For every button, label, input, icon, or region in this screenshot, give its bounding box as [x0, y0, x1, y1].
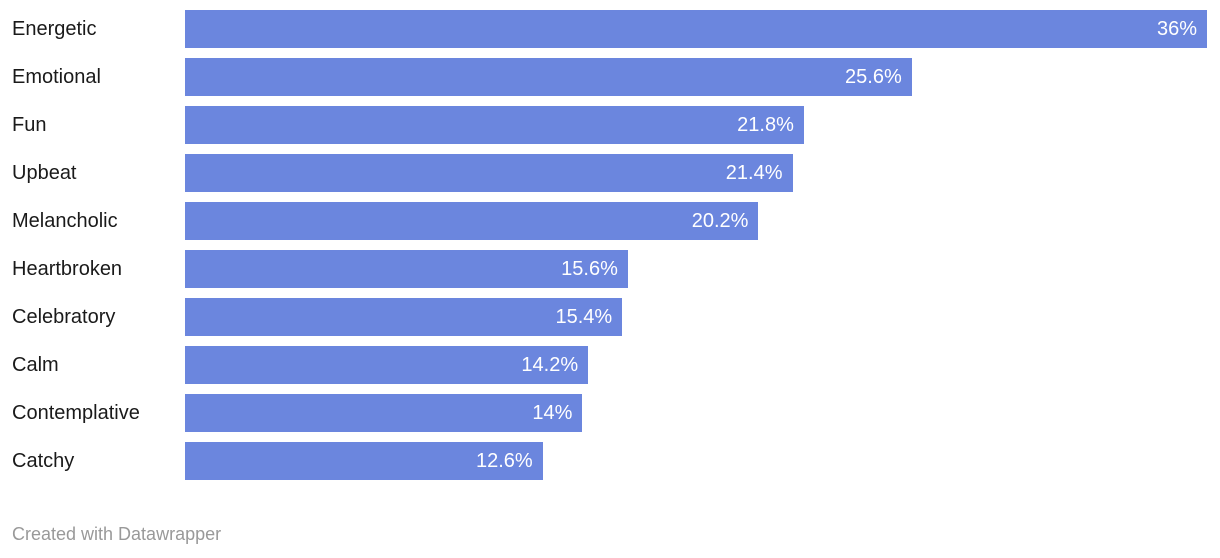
- bar-row: Fun 21.8%: [0, 106, 1220, 144]
- bar-value-label: 25.6%: [845, 66, 902, 88]
- bar-row: Energetic 36%: [0, 10, 1220, 48]
- category-label: Contemplative: [12, 402, 140, 424]
- bar-track: 20.2%: [185, 202, 1207, 240]
- bar-value-label: 12.6%: [475, 450, 533, 472]
- category-label: Upbeat: [12, 162, 77, 184]
- bar-value-label: 15.6%: [561, 258, 618, 280]
- category-label: Emotional: [12, 66, 101, 88]
- datawrapper-credit-link[interactable]: Created with Datawrapper: [12, 524, 222, 544]
- bar-row: Contemplative 14%: [0, 394, 1220, 432]
- bar-track: 14.2%: [185, 346, 1207, 384]
- category-label: Celebratory: [12, 306, 116, 328]
- category-label: Catchy: [12, 450, 75, 472]
- bar: 21.8%: [185, 106, 804, 144]
- bar-row: Celebratory 15.4%: [0, 298, 1220, 336]
- bar-track: 25.6%: [185, 58, 1207, 96]
- bar-value-label: 14%: [532, 402, 573, 424]
- bar-value-label: 15.4%: [555, 306, 613, 328]
- bar-value-label: 14.2%: [521, 354, 579, 376]
- category-label: Fun: [12, 114, 47, 136]
- bar: 15.4%: [185, 298, 623, 336]
- bar-row: Melancholic 20.2%: [0, 202, 1220, 240]
- category-label: Heartbroken: [12, 258, 123, 280]
- bar: 14.2%: [185, 346, 589, 384]
- bar: 14%: [185, 394, 583, 432]
- bar-value-label: 20.2%: [691, 210, 749, 232]
- bar-track: 21.4%: [185, 154, 1207, 192]
- bar-row: Upbeat 21.4%: [0, 154, 1220, 192]
- category-label: Energetic: [12, 18, 97, 40]
- bar-row: Emotional 25.6%: [0, 58, 1220, 96]
- bar-track: 36%: [185, 10, 1207, 48]
- bar: 36%: [185, 10, 1207, 48]
- bar-chart: Energetic 36% Emotional 25.6% Fun 21.8%: [0, 10, 1220, 480]
- bar: 12.6%: [185, 442, 543, 480]
- bar-track: 12.6%: [185, 442, 1207, 480]
- bar-value-label: 36%: [1156, 18, 1197, 40]
- bar-row: Heartbroken 15.6%: [0, 250, 1220, 288]
- bar: 15.6%: [185, 250, 628, 288]
- bar-row: Calm 14.2%: [0, 346, 1220, 384]
- bar-value-label: 21.8%: [737, 114, 794, 136]
- bar-track: 14%: [185, 394, 1207, 432]
- category-label: Calm: [12, 354, 59, 376]
- bar-track: 21.8%: [185, 106, 1207, 144]
- bar: 25.6%: [185, 58, 912, 96]
- bar-row: Catchy 12.6%: [0, 442, 1220, 480]
- bar: 20.2%: [185, 202, 759, 240]
- bar: 21.4%: [185, 154, 793, 192]
- bar-track: 15.4%: [185, 298, 1207, 336]
- bar-track: 15.6%: [185, 250, 1207, 288]
- bar-value-label: 21.4%: [725, 162, 783, 184]
- category-label: Melancholic: [12, 210, 118, 232]
